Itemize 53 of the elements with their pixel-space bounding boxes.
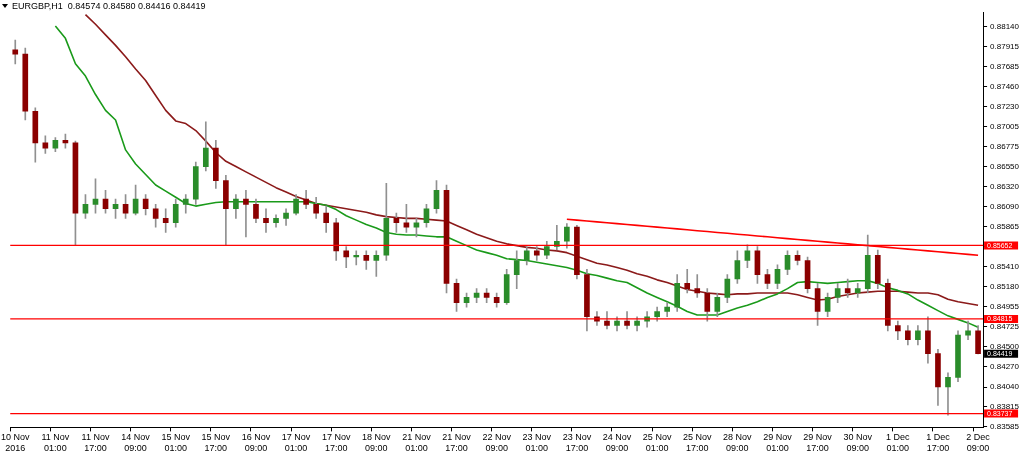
y-tick-label: 0.87685 — [990, 62, 1020, 72]
x-tick-label: 1 Dec 01:00 — [886, 432, 911, 454]
x-tick-label: 23 Nov 17:00 — [562, 432, 592, 454]
x-tick-label: 22 Nov 09:00 — [482, 432, 512, 454]
x-tick-label: 25 Nov 01:00 — [642, 432, 672, 454]
x-tick-label: 23 Nov 01:00 — [522, 432, 552, 454]
x-tick-label: 15 Nov 17:00 — [201, 432, 231, 454]
x-tick-label: 24 Nov 09:00 — [602, 432, 632, 454]
x-tick-label: 14 Nov 09:00 — [121, 432, 151, 454]
candlestick — [12, 39, 19, 65]
y-tick-label: 0.84500 — [990, 341, 1020, 351]
candlestick — [684, 268, 691, 294]
candlestick — [694, 274, 701, 298]
y-tick-label: 0.84725 — [990, 322, 1020, 332]
chart-title: EURGBP,H1 0.84574 0.84580 0.84416 0.84419 — [12, 1, 206, 11]
x-tick-label: 29 Nov 17:00 — [803, 432, 833, 454]
y-tick-label: 0.86320 — [990, 181, 1020, 191]
x-tick-label: 11 Nov 17:00 — [81, 432, 110, 454]
x-tick-label: 29 Nov 01:00 — [763, 432, 793, 454]
y-tick-label: 0.83585 — [990, 422, 1020, 432]
y-tick-label: 0.86775 — [990, 142, 1020, 152]
candlestick — [243, 189, 249, 238]
candlestick — [162, 208, 169, 233]
y-tick-label: 0.87915 — [990, 41, 1020, 51]
x-tick-label: 18 Nov 09:00 — [362, 432, 392, 454]
y-tick-label: 0.87460 — [990, 81, 1020, 91]
y-tick-label: 0.87005 — [990, 121, 1020, 131]
x-tick-label: 17 Nov 17:00 — [321, 432, 351, 454]
x-tick-label: 17 Nov 01:00 — [281, 432, 311, 454]
y-tick-label: 0.86550 — [990, 161, 1020, 171]
x-tick-label: 21 Nov 17:00 — [442, 432, 472, 454]
x-tick-label: 11 Nov 01:00 — [41, 432, 70, 454]
y-tick-label: 0.85180 — [990, 282, 1020, 292]
x-tick-label: 25 Nov 17:00 — [682, 432, 712, 454]
x-tick-label: 15 Nov 01:00 — [161, 432, 191, 454]
y-tick-label: 0.88140 — [990, 22, 1020, 32]
y-tick-label: 0.84955 — [990, 301, 1020, 311]
y-tick-label: 0.84270 — [990, 362, 1020, 372]
x-tick-label: 21 Nov 01:00 — [402, 432, 432, 454]
y-tick-label: 0.87230 — [990, 102, 1020, 112]
y-tick-label: 0.84040 — [990, 382, 1020, 392]
candlestick — [373, 250, 380, 277]
candlestick — [263, 208, 269, 233]
y-tick-label: 0.85410 — [990, 261, 1020, 271]
y-tick-label: 0.86090 — [990, 202, 1020, 212]
x-tick-label: 30 Nov 09:00 — [843, 432, 873, 454]
x-tick-label: 1 Dec 17:00 — [926, 432, 951, 454]
y-tick-label: 0.85865 — [990, 221, 1020, 231]
x-tick-label: 28 Nov 09:00 — [723, 432, 753, 454]
x-tick-label: 16 Nov 09:00 — [241, 432, 271, 454]
x-tick-label: 10 Nov 2016 — [0, 432, 31, 454]
y-tick-label: 0.83815 — [990, 401, 1020, 411]
x-tick-label: 2 Dec 09:00 — [966, 432, 991, 454]
